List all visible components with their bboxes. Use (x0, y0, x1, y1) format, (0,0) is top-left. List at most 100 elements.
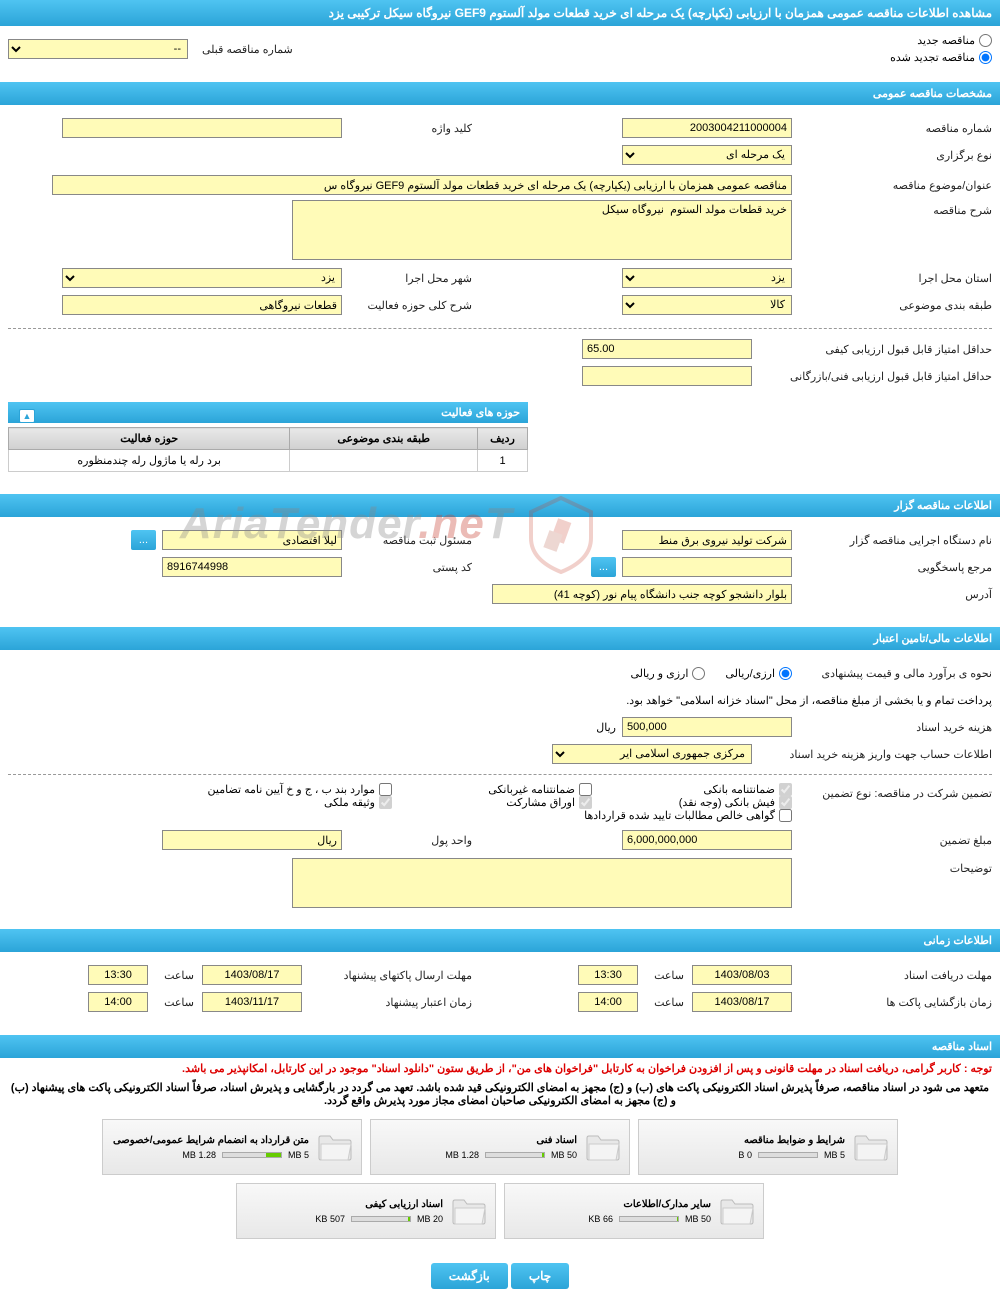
cb-bonds-label: اوراق مشارکت (506, 796, 575, 809)
progress-bar (351, 1216, 411, 1222)
time-label-4: ساعت (156, 996, 194, 1009)
file-title: اسناد ارزیابی کیفی (245, 1199, 443, 1210)
print-button[interactable]: چاپ (511, 1263, 569, 1289)
top-options-row: مناقصه جدید مناقصه تجدید شده شماره مناقص… (0, 26, 1000, 72)
radio-rial[interactable] (779, 667, 792, 680)
cb-bank-guarantee (779, 783, 792, 796)
col-category: طبقه بندی موضوعی (290, 428, 478, 450)
doc-price-input[interactable] (622, 717, 792, 737)
submit-deadline-time[interactable] (88, 965, 148, 985)
collapse-icon[interactable]: ▲ (19, 409, 35, 423)
section-financial-header: اطلاعات مالی/تامین اعتبار (0, 627, 1000, 650)
radio-renewed-label: مناقصه تجدید شده (890, 51, 975, 64)
general-form: شماره مناقصه نوع برگزاری یک مرحله ای کلی… (0, 105, 1000, 484)
description-label: شرح مناقصه (792, 200, 992, 217)
currency-unit-input[interactable] (162, 830, 342, 850)
opt-rial-label: ارزی/ریالی (725, 667, 775, 680)
file-box[interactable]: سایر مدارک/اطلاعات 50 MB 66 KB (504, 1183, 764, 1239)
radio-arz[interactable] (692, 667, 705, 680)
progress-bar (485, 1152, 545, 1158)
activity-scope-label: شرح کلی حوزه فعالیت (342, 299, 472, 312)
keyword-input[interactable] (62, 118, 342, 138)
holding-type-select[interactable]: یک مرحله ای (622, 145, 792, 165)
cb-regulation-label: موارد بند ب ، ج و خ آیین نامه تضامین (208, 783, 375, 796)
notice-red: توجه : کاربر گرامی، دریافت اسناد در مهلت… (0, 1058, 1000, 1079)
folder-icon (853, 1132, 889, 1162)
address-label: آدرس (792, 588, 992, 601)
folder-icon (451, 1196, 487, 1226)
file-box[interactable]: متن قرارداد به انضمام شرایط عمومی/خصوصی … (102, 1119, 362, 1175)
radio-new-tender[interactable] (979, 34, 992, 47)
estimate-label: نحوه ی برآورد مالی و قیمت پیشنهادی (792, 667, 992, 680)
province-select[interactable]: یزد (622, 268, 792, 288)
cb-property (379, 796, 392, 809)
validity-time[interactable] (88, 992, 148, 1012)
postal-input[interactable] (162, 557, 342, 577)
file-size: 507 KB (315, 1214, 345, 1224)
doc-deadline-date[interactable] (692, 965, 792, 985)
file-box[interactable]: شرایط و ضوابط مناقصه 5 MB 0 B (638, 1119, 898, 1175)
cb-contract[interactable] (779, 809, 792, 822)
min-quality-label: حداقل امتیاز قابل قبول ارزیابی کیفی (752, 343, 992, 356)
footer-buttons: چاپ بازگشت (0, 1249, 1000, 1303)
holding-type-label: نوع برگزاری (792, 149, 992, 162)
file-title: اسناد فنی (379, 1135, 577, 1146)
time-label-3: ساعت (156, 969, 194, 982)
file-limit: 50 MB (551, 1150, 577, 1160)
cb-regulation[interactable] (379, 783, 392, 796)
address-input[interactable] (492, 584, 792, 604)
file-size: 1.28 MB (182, 1150, 216, 1160)
min-quality-input[interactable] (582, 339, 752, 359)
file-grid: شرایط و ضوابط مناقصه 5 MB 0 B اسناد فنی … (0, 1109, 1000, 1249)
registrar-input[interactable] (162, 530, 342, 550)
registrar-lookup-button[interactable]: ... (131, 530, 156, 550)
radio-renewed-tender[interactable] (979, 51, 992, 64)
opening-date[interactable] (692, 992, 792, 1012)
postal-label: کد پستی (342, 561, 472, 574)
section-documents-header: اسناد مناقصه (0, 1035, 1000, 1058)
doc-price-label: هزینه خرید اسناد (792, 721, 992, 734)
doc-price-unit: ریال (596, 721, 616, 734)
file-box[interactable]: اسناد ارزیابی کیفی 20 MB 507 KB (236, 1183, 496, 1239)
prev-number-select[interactable]: -- (8, 39, 188, 59)
col-row: ردیف (478, 428, 528, 450)
subject-input[interactable] (52, 175, 792, 195)
min-technical-input[interactable] (582, 366, 752, 386)
description-textarea[interactable] (292, 200, 792, 260)
section-tenderer-header: اطلاعات مناقصه گزار (0, 494, 1000, 517)
doc-deadline-time[interactable] (578, 965, 638, 985)
doc-deadline-label: مهلت دریافت اسناد (792, 969, 992, 982)
opt-arz-label: ارزی و ریالی (630, 667, 688, 680)
activity-scope-input[interactable] (62, 295, 342, 315)
category-label: طبقه بندی موضوعی (792, 299, 992, 312)
file-size: 1.28 MB (445, 1150, 479, 1160)
response-ref-lookup-button[interactable]: ... (591, 557, 616, 577)
executive-input[interactable] (622, 530, 792, 550)
tenderer-form: نام دستگاه اجرایی مناقصه گزار مرجع پاسخگ… (0, 517, 1000, 617)
submit-deadline-date[interactable] (202, 965, 302, 985)
notes-textarea[interactable] (292, 858, 792, 908)
validity-date[interactable] (202, 992, 302, 1012)
min-technical-label: حداقل امتیاز قابل قبول ارزیابی فنی/بازرگ… (752, 370, 992, 383)
bank-info-select[interactable]: مرکزی جمهوری اسلامی ایر (552, 744, 752, 764)
keyword-label: کلید واژه (342, 122, 472, 135)
file-box[interactable]: اسناد فنی 50 MB 1.28 MB (370, 1119, 630, 1175)
folder-icon (585, 1132, 621, 1162)
cb-bank-slip (779, 796, 792, 809)
notes-label: توضیحات (792, 858, 992, 875)
city-select[interactable]: یزد (62, 268, 342, 288)
file-limit: 5 MB (824, 1150, 845, 1160)
province-label: استان محل اجرا (792, 272, 992, 285)
progress-bar (619, 1216, 679, 1222)
opening-time[interactable] (578, 992, 638, 1012)
executive-label: نام دستگاه اجرایی مناقصه گزار (792, 534, 992, 547)
file-limit: 20 MB (417, 1214, 443, 1224)
cb-nonbank-guarantee[interactable] (579, 783, 592, 796)
cb-bank-guarantee-label: ضمانتنامه بانکی (703, 783, 775, 796)
guarantee-amount-input[interactable] (622, 830, 792, 850)
back-button[interactable]: بازگشت (431, 1263, 508, 1289)
response-ref-input[interactable] (622, 557, 792, 577)
financial-form: نحوه ی برآورد مالی و قیمت پیشنهادی ارزی/… (0, 650, 1000, 919)
notice-black: متعهد می شود در اسناد مناقصه، صرفاً پذیر… (0, 1079, 1000, 1109)
category-select[interactable]: کالا (622, 295, 792, 315)
